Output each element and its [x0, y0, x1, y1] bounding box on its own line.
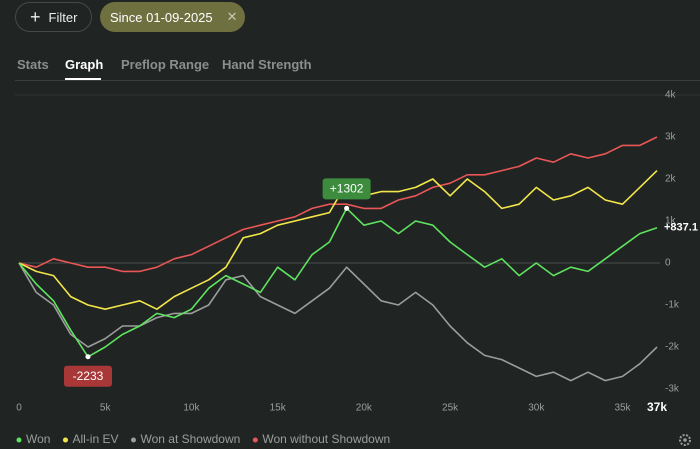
settings-icon[interactable] [679, 434, 691, 446]
y-tick-label: 3k [665, 132, 677, 143]
y-tick-label: -1k [665, 300, 680, 311]
x-tick-label: 30k [528, 403, 545, 414]
legend-marker [130, 437, 136, 443]
tab[interactable]: Graph [65, 57, 104, 72]
y-tick-label: 0 [665, 258, 671, 269]
annotation-box [63, 365, 112, 387]
legend-label: Won without Showdown [262, 432, 390, 446]
annotation-box [322, 178, 371, 200]
series-line [18, 262, 658, 382]
legend-marker [62, 437, 68, 443]
series-line [18, 207, 658, 358]
x-tick-label: 35k [614, 403, 631, 414]
tab[interactable]: Preflop Range [121, 57, 210, 72]
y-tick-label: 1k [665, 216, 677, 227]
x-tick-label: 37k [647, 400, 667, 414]
annotation-label: +1302 [330, 181, 364, 195]
legend-label: Won [26, 432, 50, 446]
legend-label: All-in EV [72, 432, 118, 446]
x-tick-label: 10k [183, 403, 200, 414]
end-label: +837.1 [664, 222, 698, 234]
legend-marker [252, 437, 258, 443]
y-tick-label: 2k [665, 174, 677, 185]
date-chip-label: Since 01-09-2025 [110, 9, 213, 25]
annotation-label: -2233 [73, 369, 104, 383]
active-tab-indicator [65, 78, 101, 80]
y-tick-label: -2k [665, 342, 680, 353]
annotation-point [85, 354, 91, 360]
close-icon[interactable]: ✕ [226, 9, 238, 24]
plus-icon: + [30, 6, 41, 27]
legend-marker [16, 437, 22, 443]
x-tick-label: 15k [270, 403, 287, 414]
date-chip[interactable]: Since 01-09-2025 ✕ [100, 2, 245, 32]
x-tick-label: 5k [100, 403, 112, 414]
tab[interactable]: Stats [17, 57, 49, 72]
y-tick-label: -3k [665, 384, 680, 395]
annotation-point [344, 205, 350, 211]
x-tick-label: 25k [442, 403, 459, 414]
filter-button[interactable]: + Filter [15, 2, 92, 32]
x-tick-label: 20k [356, 403, 373, 414]
divider [15, 80, 700, 81]
filter-label: Filter [48, 9, 78, 25]
x-tick-label: 0 [16, 403, 22, 414]
y-tick-label: 4k [665, 90, 677, 101]
series-line [18, 136, 658, 273]
tab[interactable]: Hand Strength [222, 57, 312, 72]
legend-label: Won at Showdown [140, 432, 240, 446]
